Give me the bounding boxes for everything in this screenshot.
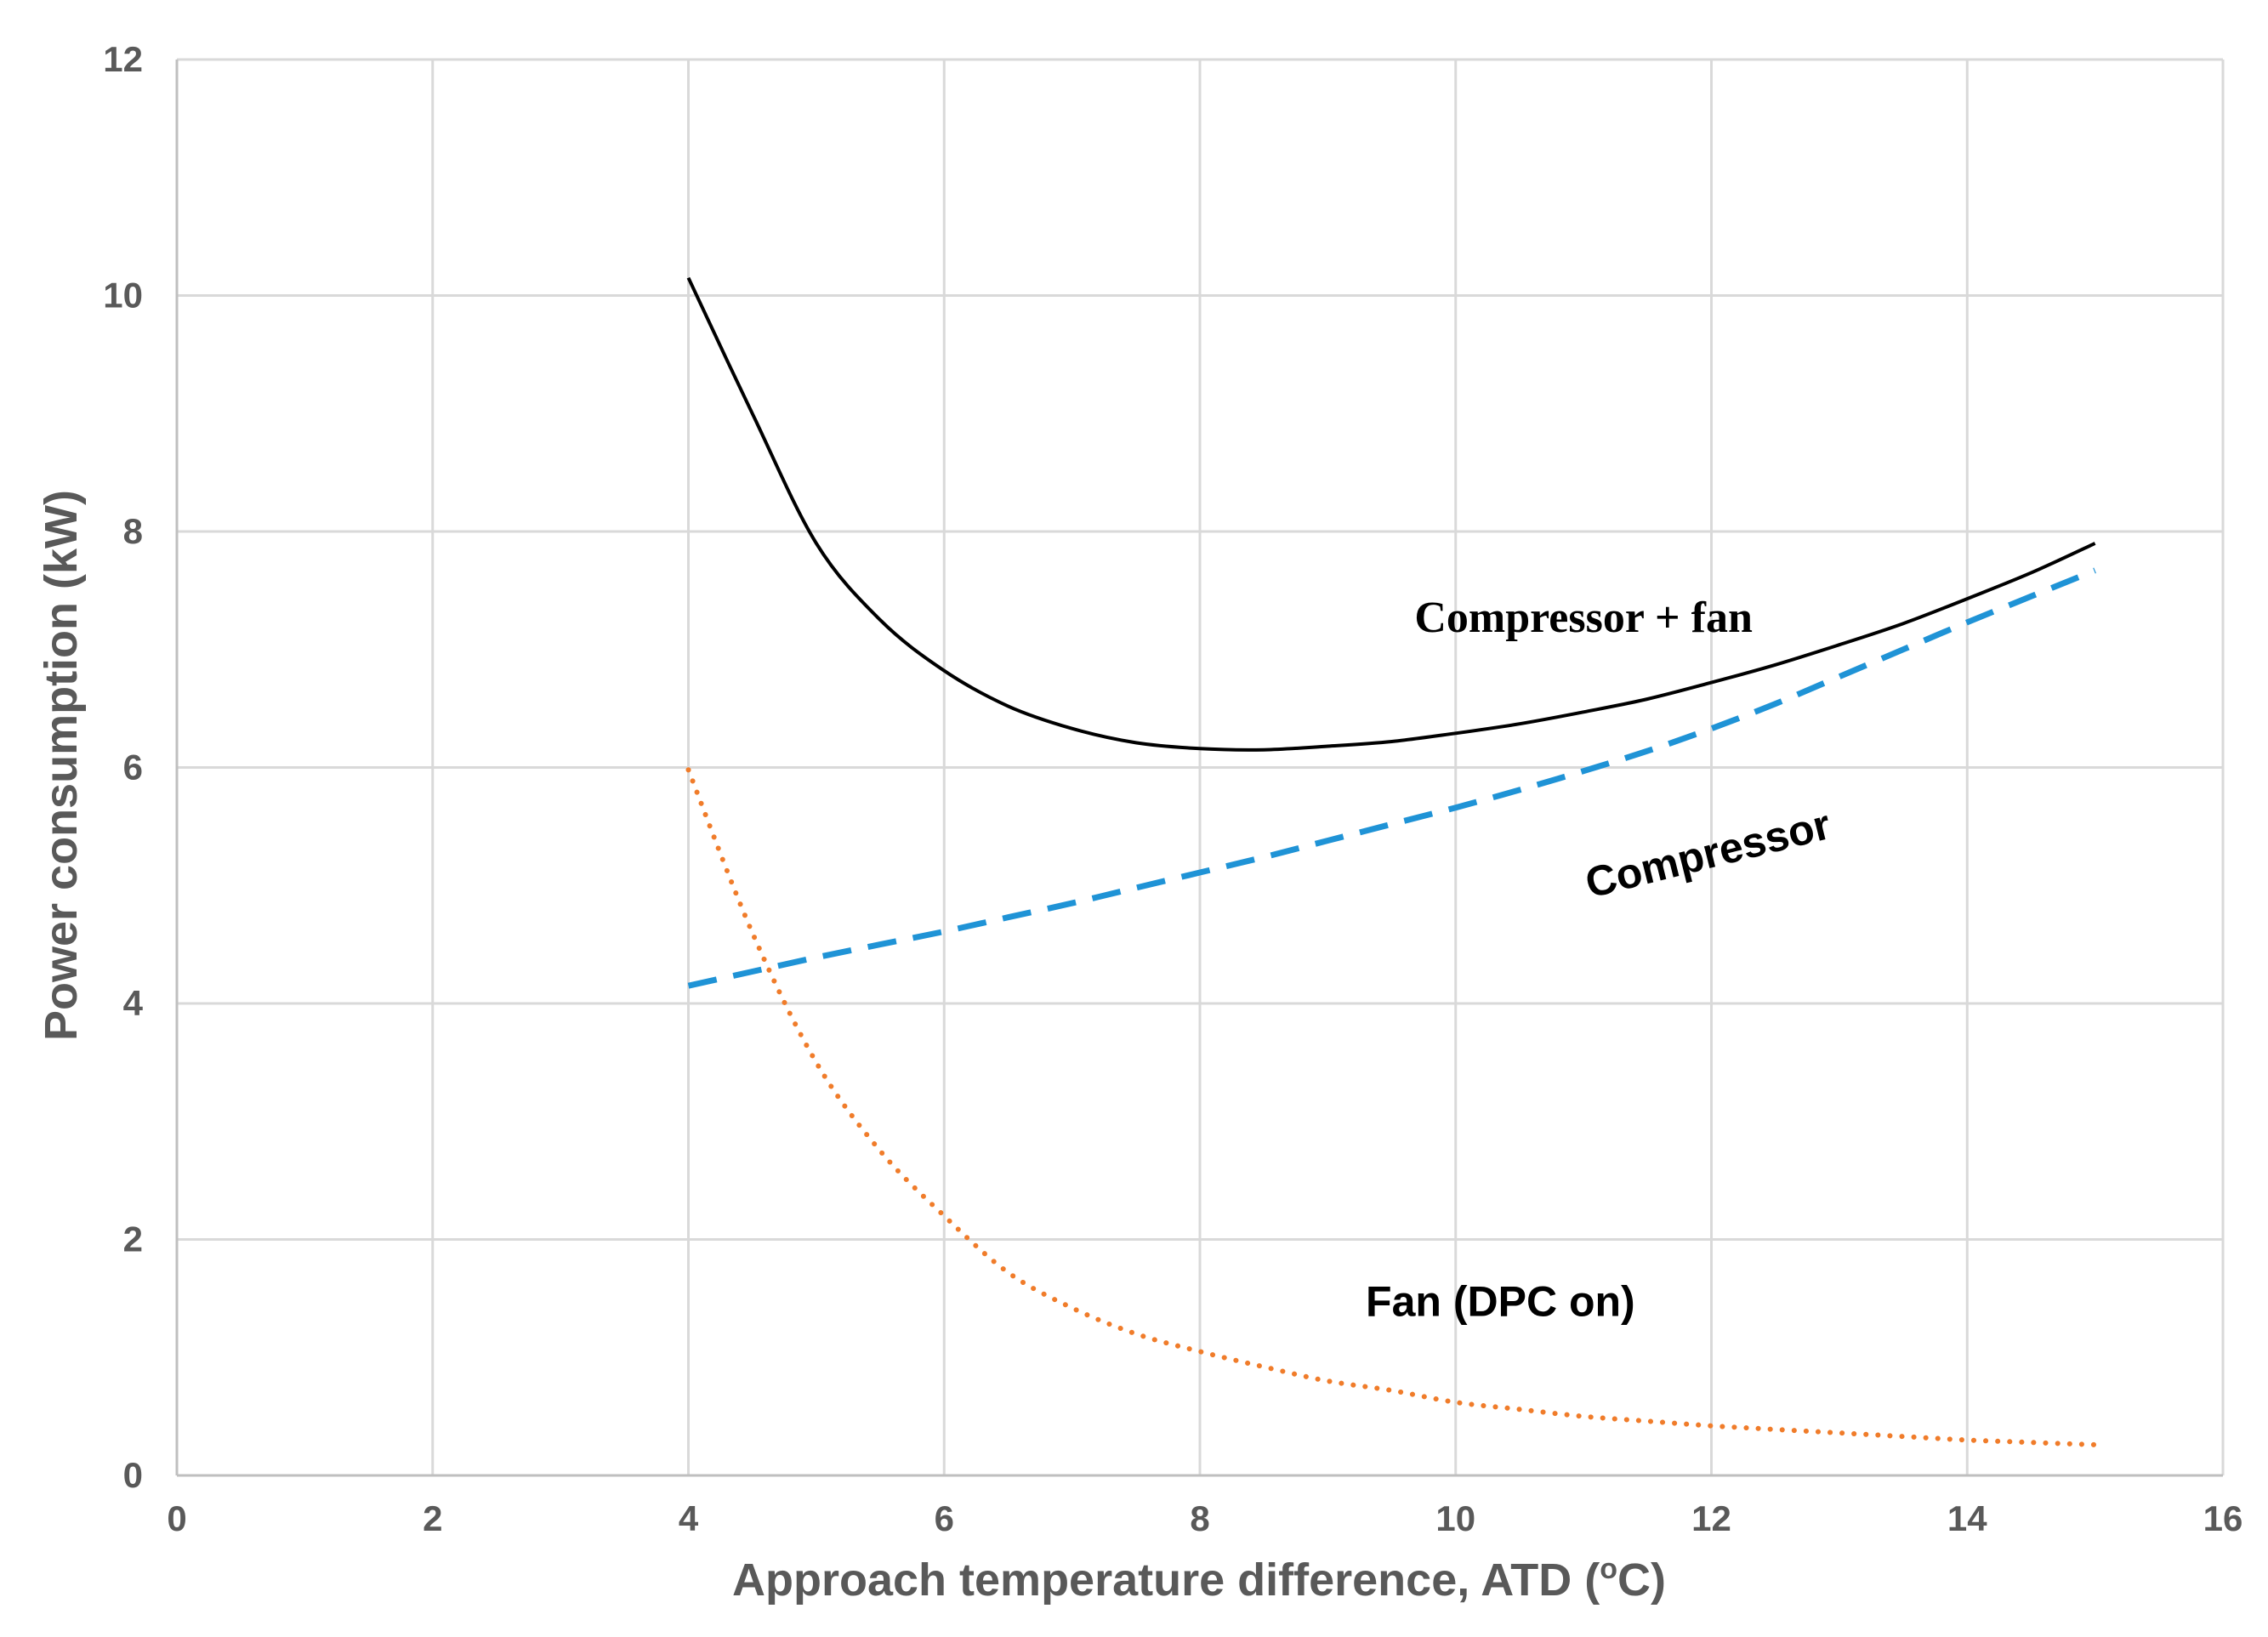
tick-labels: 0 2 4 6 8 10 12 14 16 0 2 4 6 8 10 12: [103, 39, 2242, 1538]
series-line-compressor: [687, 567, 2096, 989]
y-tick-label: 6: [123, 747, 143, 787]
gridlines: [177, 58, 2225, 1475]
axes: [175, 60, 2223, 1477]
y-tick-label: 0: [123, 1455, 143, 1495]
annotation-label: Compressor + fan: [1414, 594, 1753, 642]
annotation-label: Fan (DPC on): [1366, 1278, 1635, 1326]
x-axis-title: Approach temperature difference, ATD (oC…: [732, 1553, 1666, 1606]
series-line-fan-dpc-on: [685, 767, 2098, 1447]
x-tick-label: 4: [679, 1498, 699, 1538]
x-tick-label: 10: [1435, 1498, 1475, 1538]
x-tick-label: 2: [423, 1498, 442, 1538]
y-tick-label: 12: [103, 39, 143, 79]
x-tick-label: 0: [167, 1498, 186, 1538]
x-axis-title-end: C): [1617, 1555, 1666, 1606]
series-line-compressor-plus-fan: [686, 276, 2096, 752]
x-axis-title-main: Approach temperature difference, ATD (: [732, 1555, 1600, 1606]
y-tick-label: 4: [123, 983, 144, 1023]
x-tick-label: 16: [2203, 1498, 2243, 1538]
x-tick-label: 12: [1691, 1498, 1731, 1538]
y-tick-label: 2: [123, 1219, 143, 1259]
y-axis-title: Power consumption (kW): [36, 490, 87, 1041]
series-group: [685, 276, 2098, 1447]
x-axis-title-superscript: o: [1600, 1553, 1617, 1585]
x-tick-label: 14: [1947, 1498, 1987, 1538]
x-tick-label: 6: [935, 1498, 954, 1538]
y-tick-label: 10: [103, 276, 143, 315]
y-tick-label: 8: [123, 511, 143, 551]
x-tick-label: 8: [1190, 1498, 1209, 1538]
